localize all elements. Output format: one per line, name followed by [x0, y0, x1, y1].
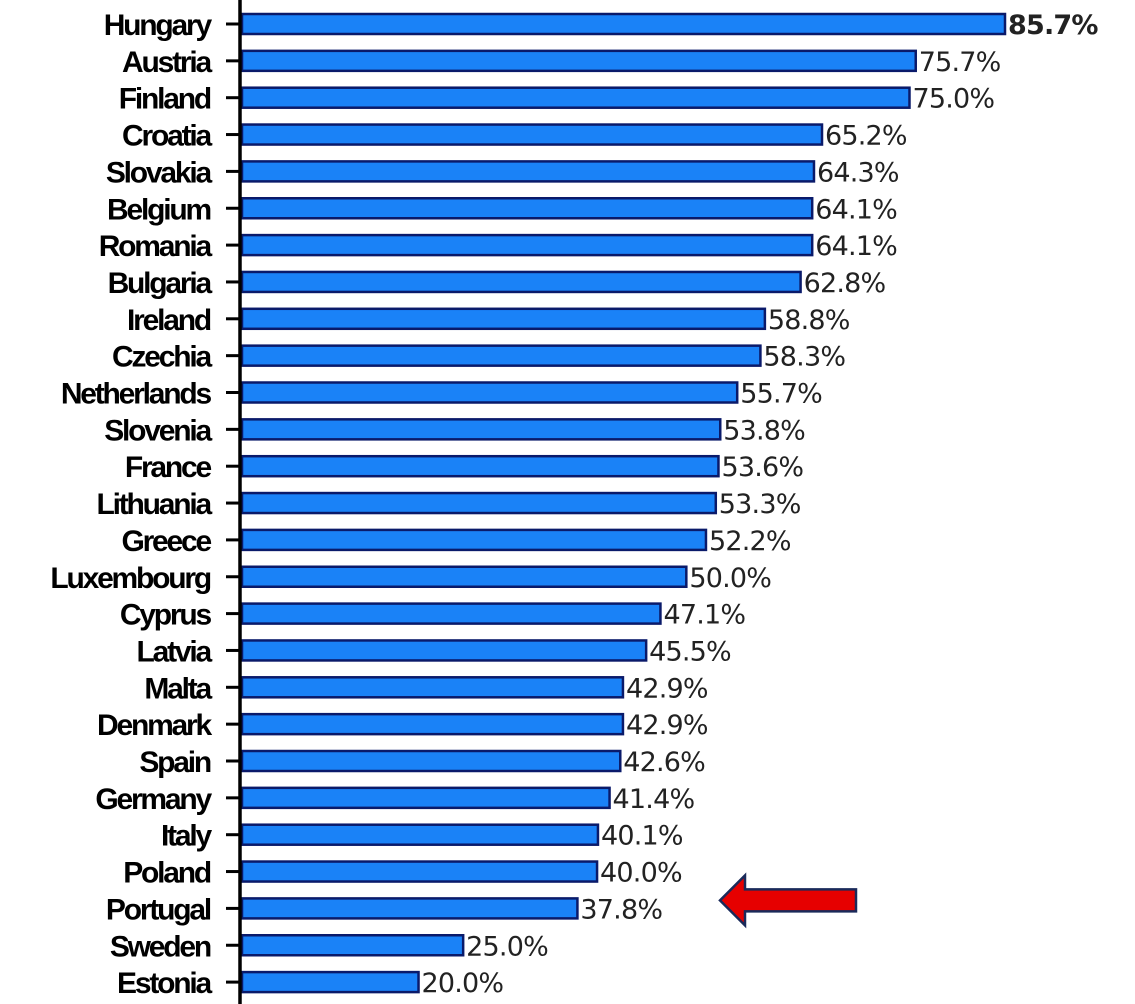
category-label: Italy [161, 820, 213, 853]
value-label: 42.6% [623, 747, 705, 778]
value-label: 53.3% [719, 489, 801, 520]
value-label: 62.8% [804, 268, 886, 299]
category-label: Greece [121, 525, 211, 558]
category-label: Poland [123, 857, 211, 890]
category-label: Slovakia [106, 156, 213, 189]
category-label: Finland [119, 83, 211, 116]
value-label: 65.2% [825, 121, 907, 152]
value-label: 45.5% [649, 636, 731, 667]
bar-greece [240, 528, 708, 552]
category-label: Spain [139, 746, 211, 779]
highlight-arrow-icon [718, 872, 858, 929]
bar-lithuania [240, 491, 718, 515]
category-label: Hungary [104, 9, 213, 42]
value-label: 55.7% [740, 379, 822, 410]
value-label: 58.8% [768, 305, 850, 336]
bar-hungary [240, 12, 1007, 36]
value-label: 25.0% [466, 931, 548, 962]
bar-france [240, 454, 720, 478]
bar-latvia [240, 639, 648, 662]
bar-croatia [240, 123, 824, 146]
y-axis [226, 0, 242, 1004]
value-label: 53.8% [723, 415, 805, 446]
bar-sweden [240, 934, 465, 957]
value-label: 50.0% [689, 563, 771, 594]
bar-poland [240, 860, 599, 883]
category-label: Portugal [106, 893, 211, 926]
category-label: Netherlands [61, 378, 212, 411]
category-label: Luxembourg [50, 562, 211, 595]
category-label: Belgium [107, 193, 210, 226]
bar-malta [240, 676, 625, 699]
category-label: France [125, 451, 212, 484]
category-label: Malta [144, 672, 212, 705]
value-label: 40.0% [600, 858, 682, 889]
category-label: Latvia [136, 635, 212, 668]
bar-italy [240, 823, 600, 846]
bar-belgium [240, 197, 814, 220]
category-label: Ireland [127, 304, 211, 337]
highlight-arrow-group [718, 872, 858, 929]
bar-germany [240, 786, 611, 810]
value-label: 75.7% [919, 47, 1001, 78]
category-label: Germany [95, 783, 212, 816]
category-label: Romania [99, 230, 213, 263]
value-label: 52.2% [709, 526, 791, 557]
bar-czechia [240, 344, 762, 367]
value-label: 37.8% [580, 894, 662, 925]
value-label: 75.0% [912, 84, 994, 115]
bar-cyprus [240, 602, 662, 625]
labels-group: Hungary 85.7% Austria 75.7% Finland 75.0% Croa… [50, 9, 1099, 1000]
category-label: Slovenia [104, 414, 212, 447]
category-label: Denmark [97, 709, 213, 742]
value-label: 64.1% [815, 231, 897, 262]
bar-romania [240, 233, 814, 257]
category-label: Austria [122, 46, 212, 79]
bar-bulgaria [240, 270, 802, 294]
value-label: 64.1% [815, 194, 897, 225]
category-label: Bulgaria [108, 267, 213, 300]
category-label: Cyprus [120, 599, 212, 632]
value-label: 40.1% [601, 821, 683, 852]
value-label: 42.9% [626, 673, 708, 704]
bar-netherlands [240, 381, 739, 404]
bar-slovakia [240, 160, 816, 183]
value-label: 47.1% [663, 600, 745, 631]
category-label: Lithuania [96, 488, 212, 521]
value-label: 20.0% [422, 968, 504, 999]
bar-portugal [240, 897, 579, 920]
value-label: 53.6% [721, 452, 803, 483]
value-label: 64.3% [817, 157, 899, 188]
category-label: Sweden [110, 930, 211, 963]
bar-austria [240, 49, 917, 73]
value-label: 42.9% [626, 710, 708, 741]
bar-denmark [240, 712, 625, 736]
value-label: 41.4% [613, 784, 695, 815]
category-label: Czechia [112, 341, 212, 374]
bars-group [240, 12, 1007, 994]
bar-slovenia [240, 418, 722, 441]
bar-luxembourg [240, 565, 688, 588]
bar-ireland [240, 307, 767, 331]
category-label: Croatia [122, 120, 212, 153]
bar-estonia [240, 970, 420, 994]
bar-finland [240, 86, 911, 109]
value-label: 85.7% [1008, 10, 1098, 41]
value-label: 58.3% [763, 342, 845, 373]
bar-spain [240, 749, 622, 773]
category-label: Estonia [117, 967, 212, 1000]
